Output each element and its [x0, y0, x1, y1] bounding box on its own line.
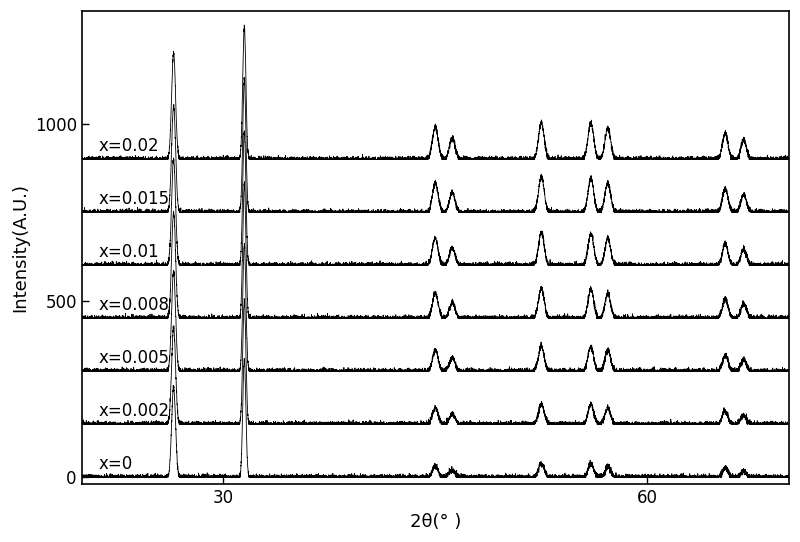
Text: x=0.005: x=0.005 [98, 349, 170, 367]
Text: x=0.01: x=0.01 [98, 243, 159, 261]
Text: x=0.02: x=0.02 [98, 137, 159, 155]
Text: x=0.002: x=0.002 [98, 402, 170, 420]
Text: x=0.008: x=0.008 [98, 296, 170, 314]
Text: x=0.015: x=0.015 [98, 190, 170, 208]
X-axis label: 2θ(° ): 2θ(° ) [410, 513, 461, 531]
Y-axis label: Intensity(A.U.): Intensity(A.U.) [11, 183, 29, 312]
Text: x=0: x=0 [98, 455, 133, 473]
